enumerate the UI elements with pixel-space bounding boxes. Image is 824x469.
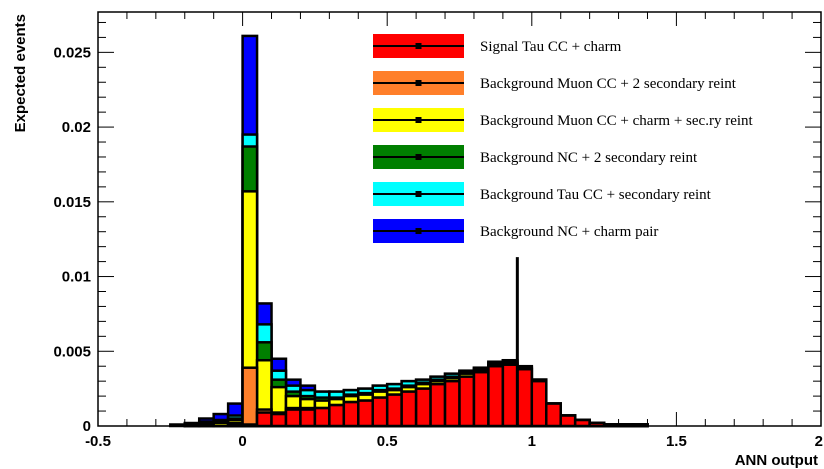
bar-signal-tau-cc-charm bbox=[342, 400, 360, 428]
legend-marker bbox=[415, 117, 422, 123]
bar-signal-tau-cc-charm bbox=[516, 367, 534, 428]
y-tick-label: 0.015 bbox=[53, 194, 91, 211]
legend-entry: Background NC + charm pair bbox=[373, 219, 658, 243]
legend-entry: Background Muon CC + charm + sec.ry rein… bbox=[373, 108, 754, 132]
x-tick-label: 2 bbox=[815, 433, 823, 450]
bar-signal-tau-cc-charm bbox=[371, 396, 389, 428]
x-axis-title: ANN output bbox=[735, 452, 818, 469]
bar-signal-tau-cc-charm bbox=[472, 370, 490, 428]
y-axis-title: Expected events bbox=[12, 14, 29, 132]
y-tick-label: 0.005 bbox=[53, 343, 91, 360]
legend-marker bbox=[415, 154, 422, 160]
bar-signal-tau-cc-charm bbox=[255, 411, 273, 428]
bar-signal-tau-cc-charm bbox=[385, 393, 403, 428]
y-tick-label: 0.025 bbox=[53, 44, 91, 61]
bar-signal-tau-cc-charm bbox=[545, 402, 562, 428]
bar-background-muon-cc-2-secondary-reint bbox=[241, 366, 259, 428]
bar-signal-tau-cc-charm bbox=[284, 408, 302, 428]
bar-signal-tau-cc-charm bbox=[429, 382, 447, 428]
legend-label: Background NC + 2 secondary reint bbox=[480, 150, 698, 166]
legend-entry: Background Tau CC + secondary reint bbox=[373, 182, 712, 206]
bar-signal-tau-cc-charm bbox=[328, 403, 346, 428]
bar-signal-tau-cc-charm bbox=[443, 379, 461, 428]
legend-entry: Background NC + 2 secondary reint bbox=[373, 145, 698, 169]
x-tick-label: 0.5 bbox=[377, 433, 398, 450]
y-tick-label: 0 bbox=[83, 418, 91, 435]
legend-label: Background NC + charm pair bbox=[480, 224, 658, 240]
bar-signal-tau-cc-charm bbox=[299, 408, 317, 428]
legend-label: Background Muon CC + 2 secondary reint bbox=[480, 76, 737, 92]
legend-entry: Signal Tau CC + charm bbox=[373, 34, 622, 58]
legend-label: Background Tau CC + secondary reint bbox=[480, 187, 712, 203]
bar-signal-tau-cc-charm bbox=[573, 418, 591, 428]
legend: Signal Tau CC + charm Background Muon CC … bbox=[373, 34, 754, 243]
bar-signal-tau-cc-charm bbox=[270, 412, 288, 428]
legend-marker bbox=[415, 228, 422, 234]
x-tick-label: 0 bbox=[238, 433, 246, 450]
bar-signal-tau-cc-charm bbox=[313, 406, 331, 428]
bar-signal-tau-cc-charm bbox=[357, 399, 374, 428]
y-axis: 0 0.005 0.01 0.015 0.02 0.025 bbox=[53, 21, 821, 435]
legend-label: Signal Tau CC + charm bbox=[480, 39, 622, 55]
bar-signal-tau-cc-charm bbox=[501, 363, 519, 428]
y-tick-label: 0.02 bbox=[62, 119, 91, 136]
x-tick-label: -0.5 bbox=[85, 433, 111, 450]
bar-signal-tau-cc-charm bbox=[414, 387, 432, 428]
bar-signal-tau-cc-charm bbox=[559, 414, 577, 428]
legend-marker bbox=[415, 43, 422, 49]
x-tick-label: 1 bbox=[528, 433, 536, 450]
legend-entry: Background Muon CC + 2 secondary reint bbox=[373, 71, 737, 95]
legend-marker bbox=[415, 80, 422, 86]
plot-frame bbox=[97, 11, 822, 427]
x-tick-label: 1.5 bbox=[666, 433, 687, 450]
legend-marker bbox=[415, 191, 422, 197]
legend-label: Background Muon CC + charm + sec.ry rein… bbox=[480, 113, 754, 129]
bar-signal-tau-cc-charm bbox=[530, 379, 548, 428]
bar-signal-tau-cc-charm bbox=[487, 364, 505, 428]
bar-signal-tau-cc-charm bbox=[458, 375, 476, 428]
y-tick-label: 0.01 bbox=[62, 269, 91, 286]
bar-signal-tau-cc-charm bbox=[400, 390, 418, 428]
x-axis: -0.5 0 0.5 1 1.5 2 bbox=[85, 12, 823, 450]
